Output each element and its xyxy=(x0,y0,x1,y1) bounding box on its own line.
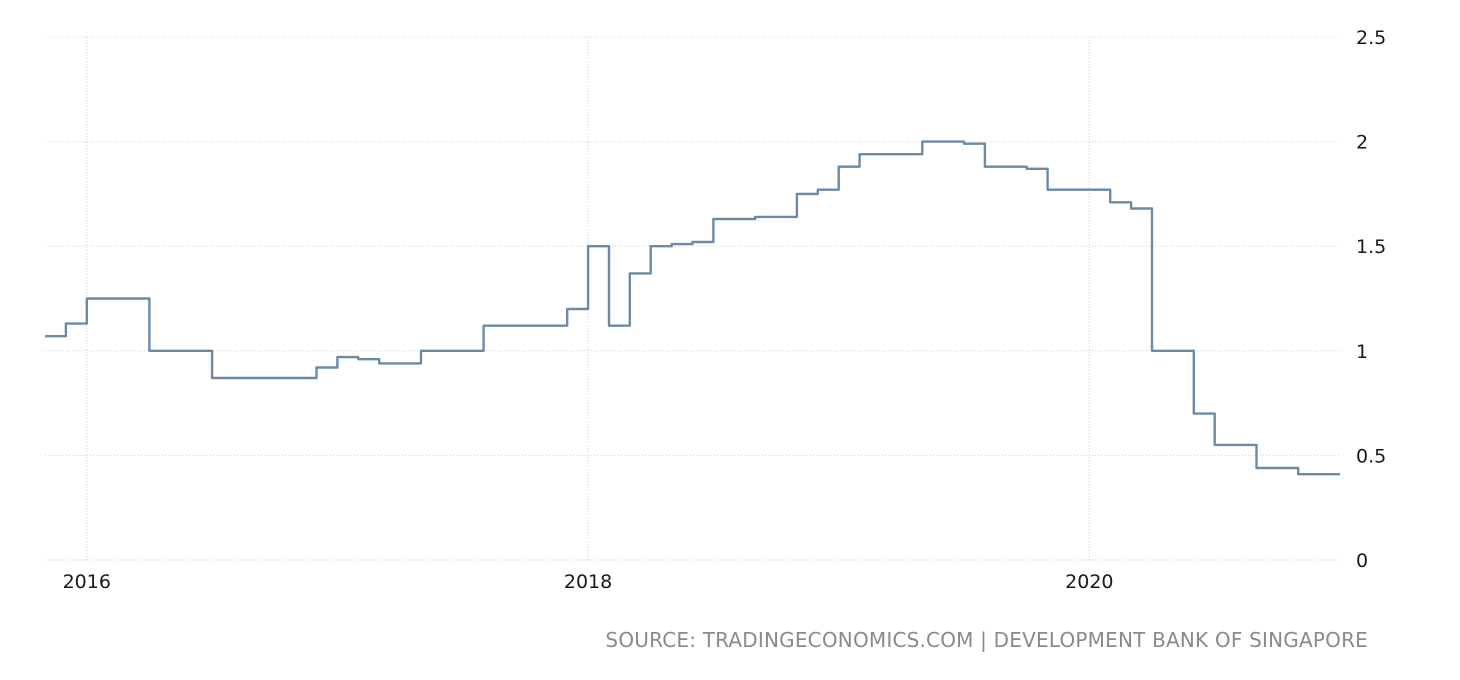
y-tick-label: 1 xyxy=(1356,341,1368,363)
source-caption: SOURCE: TRADINGECONOMICS.COM | DEVELOPME… xyxy=(605,628,1368,652)
y-tick-label: 0.5 xyxy=(1356,445,1386,467)
x-tick-label: 2018 xyxy=(564,571,612,593)
y-tick-label: 0 xyxy=(1356,550,1368,572)
x-tick-label: 2020 xyxy=(1065,571,1113,593)
y-tick-label: 2.5 xyxy=(1356,27,1386,49)
y-axis-tick-labels: 0 0.5 1 1.5 2 2.5 xyxy=(1356,27,1386,572)
series-line xyxy=(45,140,1340,476)
horizontal-gridlines xyxy=(45,36,1340,561)
y-tick-label: 1.5 xyxy=(1356,236,1386,258)
x-tick-label: 2016 xyxy=(63,571,111,593)
y-tick-label: 2 xyxy=(1356,132,1368,154)
x-axis-tick-labels: 2016 2018 2020 xyxy=(63,571,1114,593)
